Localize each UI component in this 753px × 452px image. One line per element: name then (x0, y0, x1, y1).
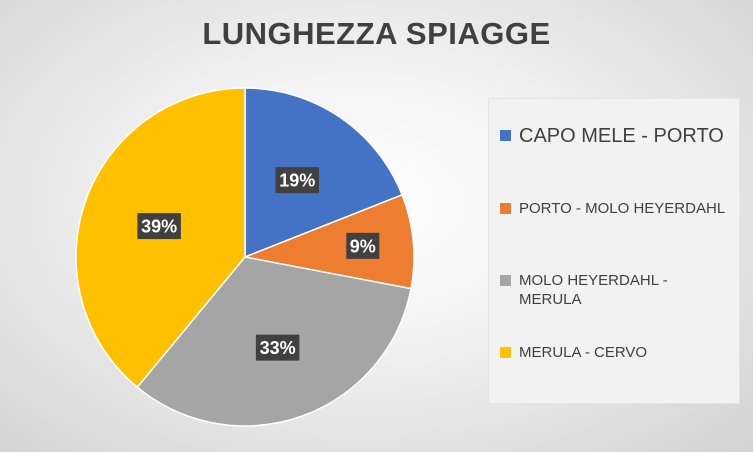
data-label-box (346, 232, 380, 259)
legend-label: MOLO HEYERDAHL - MERULA (519, 272, 668, 308)
legend-swatch (500, 203, 511, 214)
legend-swatch (500, 130, 511, 141)
legend-swatch (500, 347, 511, 358)
legend-item-capo-mele-porto: CAPO MELE - PORTO (500, 124, 724, 149)
pie-slice-porto-molo-heyerdahl (242, 193, 415, 290)
legend-swatch (500, 275, 511, 286)
data-label: 39% (141, 217, 177, 237)
data-label-box (275, 167, 319, 194)
pie-data-labels: 19% 9% 33% 39% (137, 167, 380, 361)
legend: CAPO MELE - PORTO PORTO - MOLO HEYERDAHL… (488, 98, 740, 404)
chart-title: LUNGHEZZA SPIAGGE (202, 16, 551, 51)
pie-slice-capo-mele-porto (244, 87, 404, 259)
legend-item-merula-cervo: MERULA - CERVO (500, 344, 647, 363)
data-label-box (137, 213, 181, 240)
legend-item-molo-heyerdahl-merula: MOLO HEYERDAHL - MERULA (500, 272, 670, 310)
data-label-box (255, 334, 300, 361)
legend-label: PORTO - MOLO HEYERDAHL (519, 200, 726, 217)
data-label: 19% (279, 171, 315, 191)
legend-label: CAPO MELE - PORTO (519, 125, 724, 147)
legend-item-porto-molo-heyerdahl: PORTO - MOLO HEYERDAHL (500, 200, 725, 219)
data-label: 9% (350, 236, 376, 256)
legend-label: MERULA - CERVO (519, 344, 648, 361)
data-label: 33% (260, 338, 296, 358)
